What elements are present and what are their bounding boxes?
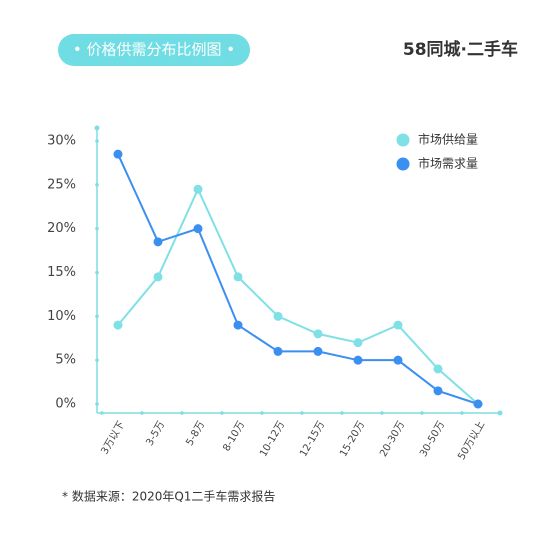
title-pill [58,34,250,66]
x-tick [380,411,384,415]
data-point [273,311,283,321]
data-point [433,364,443,374]
axis-dot [497,410,503,416]
series-line [117,153,479,405]
data-point [113,149,123,159]
y-tick-label: 20% [47,221,76,236]
x-tick [260,411,264,415]
y-tick-label: 5% [55,353,76,368]
x-tick [140,411,144,415]
data-point [473,399,483,409]
x-tick [100,411,104,415]
x-tick [220,411,224,415]
data-point [113,320,123,330]
y-tick-label: 10% [47,309,76,324]
y-tick [95,183,99,187]
chart-title: • 价格供需分布比例图 • [73,41,235,59]
data-point [313,346,323,356]
x-tick [340,411,344,415]
y-tick-label: 25% [47,177,76,192]
x-tick-label: 15-20万 [338,420,367,459]
data-point [393,355,403,365]
data-point [353,355,363,365]
data-point [153,237,163,247]
data-point [193,224,203,234]
data-point [273,346,283,356]
x-tick [460,411,464,415]
legend-marker [396,133,410,147]
data-point [313,329,323,339]
x-tick [420,411,424,415]
y-tick [95,226,99,231]
x-tick-label: 12-15万 [298,420,327,459]
source-note: * 数据来源：2020年Q1二手车需求报告 [62,489,275,504]
y-tick [95,402,99,406]
data-point [153,272,163,282]
data-point [393,320,403,330]
y-tick [95,139,99,143]
x-tick-label: 50万以上 [455,419,487,462]
data-point [353,338,363,348]
x-tick-label: 3万以下 [99,420,127,457]
y-tick [95,314,99,319]
legend-marker [396,157,410,171]
y-tick-label: 30% [47,134,76,149]
data-point [233,272,243,282]
series-line [117,186,479,405]
logo: 58同城·二手车 [403,39,518,60]
x-tick-label: 3-5万 [144,420,167,448]
x-tick-label: 20-30万 [378,420,407,459]
y-tick-label: 15% [47,265,76,280]
legend-label: 市场需求量 [418,156,478,171]
data-point [193,184,203,194]
x-tick [300,411,304,415]
x-tick-label: 8-10万 [221,420,247,454]
axis-dot [94,125,100,131]
y-tick [95,270,99,275]
x-tick-label: 5-8万 [184,420,207,448]
x-tick [180,411,184,415]
legend-label: 市场供给量 [418,132,478,147]
x-tick-label: 10-12万 [258,420,287,459]
x-tick-label: 30-50万 [418,420,447,459]
y-tick-label: 0% [55,397,76,412]
data-point [433,386,443,396]
data-point [233,320,243,330]
y-tick [95,358,99,362]
